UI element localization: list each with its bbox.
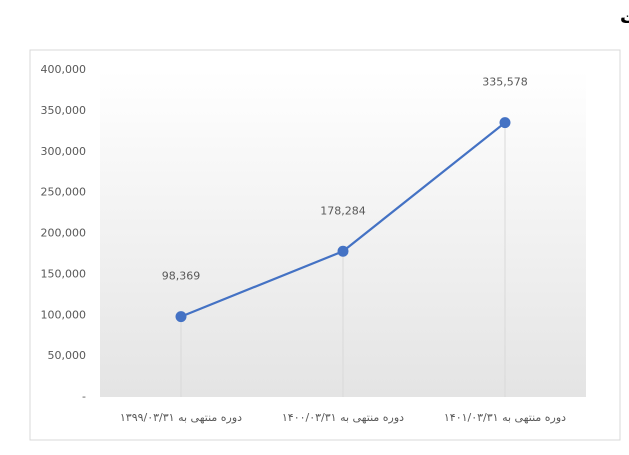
y-tick-label: 250,000 xyxy=(41,186,87,199)
value-label: 98,369 xyxy=(162,270,201,283)
y-tick-label: 200,000 xyxy=(41,227,87,240)
y-tick-label: 300,000 xyxy=(41,145,87,158)
y-tick-label: 50,000 xyxy=(48,349,87,362)
x-tick-label: دوره منتهی به ۱۳۹۹/۰۳/۳۱ xyxy=(120,411,242,424)
point xyxy=(337,245,349,257)
x-tick-label: دوره منتهی به ۱۴۰۱/۰۳/۳۱ xyxy=(444,411,566,424)
y-tick-label: 400,000 xyxy=(41,63,87,76)
y-tick-label: - xyxy=(82,390,86,403)
chart-title: بهای تمام شده خدمات xyxy=(620,7,629,28)
y-tick-label: 350,000 xyxy=(41,104,87,117)
point xyxy=(499,117,511,129)
y-tick-label: 150,000 xyxy=(41,267,87,280)
value-label: 335,578 xyxy=(482,76,528,89)
y-tick-label: 100,000 xyxy=(41,308,87,321)
x-tick-label: دوره منتهی به ۱۴۰۰/۰۳/۳۱ xyxy=(282,411,404,424)
point xyxy=(175,311,187,323)
value-label: 178,284 xyxy=(320,204,366,217)
chart-frame xyxy=(29,49,621,441)
